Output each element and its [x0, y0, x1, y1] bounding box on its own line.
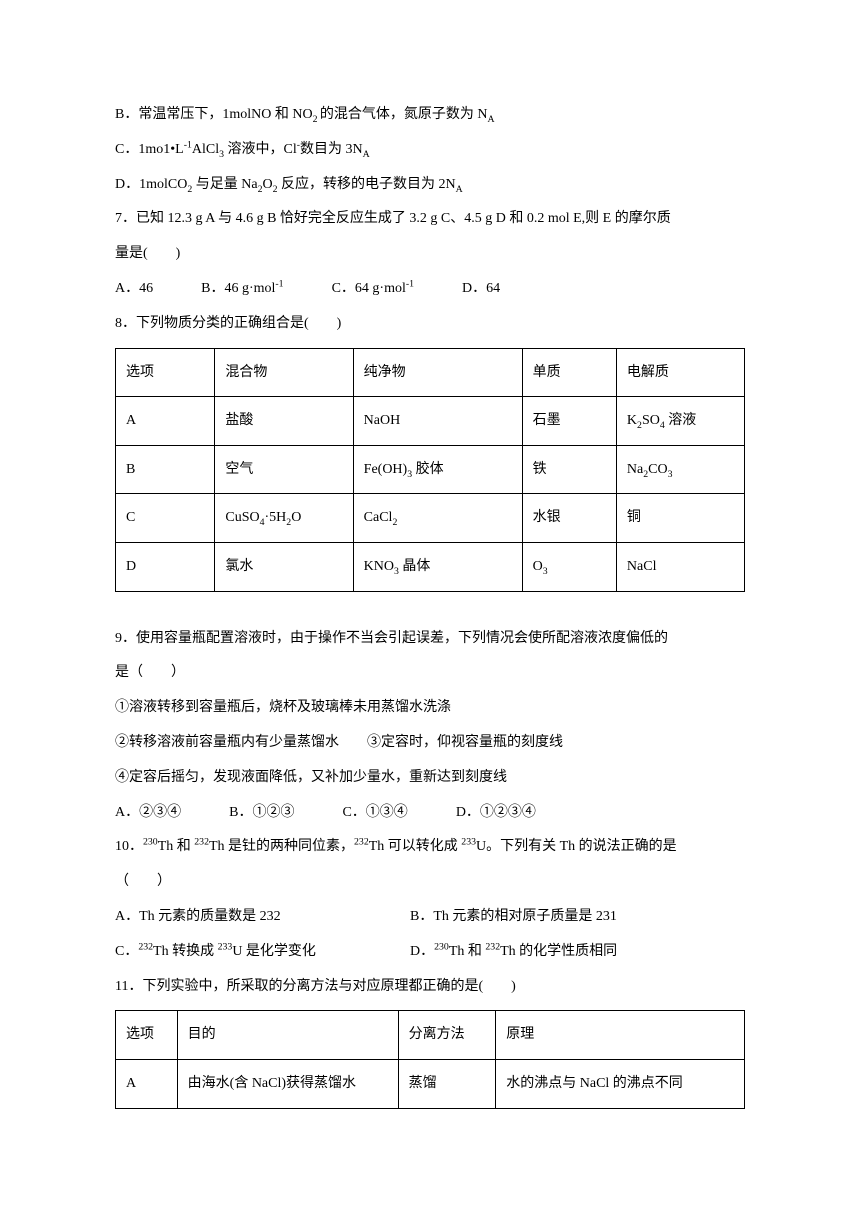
q9-option-b: B．①②③	[229, 798, 294, 829]
q8-table: 选项 混合物 纯净物 单质 电解质 A 盐酸 NaOH 石墨 K2SO4 溶液 …	[115, 348, 745, 592]
q10-options-row2: C．232Th 转换成 233U 是化学变化 D．230Th 和 232Th 的…	[115, 937, 745, 968]
q9-item3: ④定容后摇匀，发现液面降低，又补加少量水，重新达到刻度线	[115, 763, 745, 794]
q10-options-row1: A．Th 元素的质量数是 232 B．Th 元素的相对原子质量是 231	[115, 902, 745, 933]
q7-stem-line2: 量是( )	[115, 239, 745, 270]
q7-option-c: C．64 g·mol-1	[332, 274, 414, 305]
q10-stem-line2: （ ）	[115, 867, 745, 898]
q6-option-b: B．常温常压下，1molNO 和 NO2 的混合气体，氮原子数为 NA	[115, 100, 745, 131]
table-cell: 电解质	[616, 348, 744, 397]
table-cell: 水的沸点与 NaCl 的沸点不同	[496, 1059, 745, 1108]
table-cell: 选项	[116, 348, 215, 397]
table-cell: KNO3 晶体	[353, 542, 522, 591]
table-row: B 空气 Fe(OH)3 胶体 铁 Na2CO3	[116, 445, 745, 494]
table-cell: CuSO4·5H2O	[215, 494, 353, 543]
table-row: 选项 目的 分离方法 原理	[116, 1011, 745, 1060]
table-cell: B	[116, 445, 215, 494]
table-cell: 空气	[215, 445, 353, 494]
table-cell: Na2CO3	[616, 445, 744, 494]
q7-option-b: B．46 g·mol-1	[201, 274, 283, 305]
table-cell: NaCl	[616, 542, 744, 591]
q9-item1: ①溶液转移到容量瓶后，烧杯及玻璃棒未用蒸馏水洗涤	[115, 693, 745, 724]
table-cell: 盐酸	[215, 397, 353, 446]
q9-options: A．②③④ B．①②③ C．①③④ D．①②③④	[115, 798, 745, 829]
q11-table: 选项 目的 分离方法 原理 A 由海水(含 NaCl)获得蒸馏水 蒸馏 水的沸点…	[115, 1010, 745, 1108]
table-cell: 选项	[116, 1011, 178, 1060]
table-cell: CaCl2	[353, 494, 522, 543]
q10-option-d: D．230Th 和 232Th 的化学性质相同	[410, 937, 617, 968]
q6-option-c: C．1mo1•L-1AlCl3 溶液中，Cl-数目为 3NA	[115, 135, 745, 166]
q7-option-d: D．64	[462, 274, 500, 305]
table-cell: 水银	[522, 494, 616, 543]
table-cell: 石墨	[522, 397, 616, 446]
q9-stem-line2: 是（ ）	[115, 658, 745, 689]
q6-option-d: D．1molCO2 与足量 Na2O2 反应，转移的电子数目为 2NA	[115, 170, 745, 201]
q10-option-a: A．Th 元素的质量数是 232	[115, 902, 410, 933]
table-cell: 混合物	[215, 348, 353, 397]
table-cell: 蒸馏	[398, 1059, 496, 1108]
table-cell: Fe(OH)3 胶体	[353, 445, 522, 494]
q9-option-c: C．①③④	[342, 798, 407, 829]
table-cell: 目的	[177, 1011, 398, 1060]
q10-stem-line1: 10．230Th 和 232Th 是钍的两种同位素，232Th 可以转化成 23…	[115, 832, 745, 863]
q8-stem: 8．下列物质分类的正确组合是( )	[115, 309, 745, 340]
q10-option-b: B．Th 元素的相对原子质量是 231	[410, 902, 617, 933]
table-cell: 原理	[496, 1011, 745, 1060]
table-cell: K2SO4 溶液	[616, 397, 744, 446]
q7-stem-line1: 7．已知 12.3 g A 与 4.6 g B 恰好完全反应生成了 3.2 g …	[115, 204, 745, 235]
table-cell: 纯净物	[353, 348, 522, 397]
q11-stem: 11．下列实验中，所采取的分离方法与对应原理都正确的是( )	[115, 972, 745, 1003]
table-cell: 分离方法	[398, 1011, 496, 1060]
table-cell: 氯水	[215, 542, 353, 591]
q10-option-c: C．232Th 转换成 233U 是化学变化	[115, 937, 410, 968]
table-cell: NaOH	[353, 397, 522, 446]
table-cell: A	[116, 397, 215, 446]
table-row: C CuSO4·5H2O CaCl2 水银 铜	[116, 494, 745, 543]
q7-option-a: A．46	[115, 274, 153, 305]
table-cell: C	[116, 494, 215, 543]
table-cell: D	[116, 542, 215, 591]
table-row: 选项 混合物 纯净物 单质 电解质	[116, 348, 745, 397]
table-cell: 铁	[522, 445, 616, 494]
table-row: D 氯水 KNO3 晶体 O3 NaCl	[116, 542, 745, 591]
table-cell: 单质	[522, 348, 616, 397]
q9-option-d: D．①②③④	[456, 798, 536, 829]
q9-stem-line1: 9．使用容量瓶配置溶液时，由于操作不当会引起误差，下列情况会使所配溶液浓度偏低的	[115, 624, 745, 655]
table-row: A 由海水(含 NaCl)获得蒸馏水 蒸馏 水的沸点与 NaCl 的沸点不同	[116, 1059, 745, 1108]
table-cell: 由海水(含 NaCl)获得蒸馏水	[177, 1059, 398, 1108]
table-cell: 铜	[616, 494, 744, 543]
table-cell: O3	[522, 542, 616, 591]
q7-options: A．46 B．46 g·mol-1 C．64 g·mol-1 D．64	[115, 274, 745, 305]
q9-item2: ②转移溶液前容量瓶内有少量蒸馏水 ③定容时，仰视容量瓶的刻度线	[115, 728, 745, 759]
table-cell: A	[116, 1059, 178, 1108]
table-row: A 盐酸 NaOH 石墨 K2SO4 溶液	[116, 397, 745, 446]
q9-option-a: A．②③④	[115, 798, 181, 829]
